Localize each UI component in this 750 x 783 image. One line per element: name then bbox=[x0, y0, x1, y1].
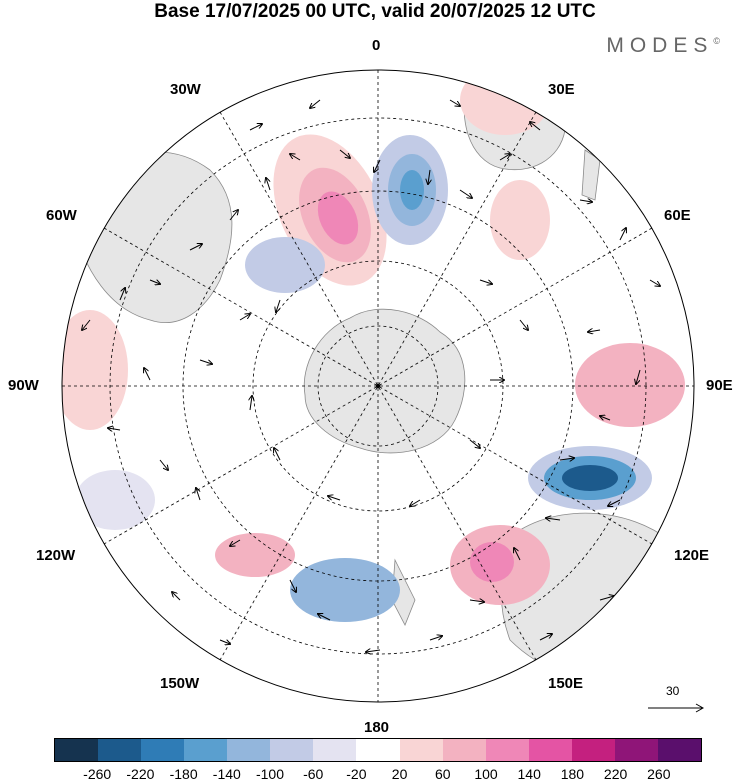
anomaly-positive bbox=[62, 310, 128, 430]
colorbar-swatch bbox=[614, 739, 658, 761]
brand-name: MODES bbox=[606, 34, 714, 57]
anomaly-negative bbox=[400, 170, 424, 210]
colorbar-swatch bbox=[571, 739, 615, 761]
anomaly-positive bbox=[317, 191, 359, 245]
colorbar-tick-label: -260 bbox=[83, 766, 112, 782]
colorbar-tick-label: 260 bbox=[647, 766, 671, 782]
colorbar-tick-label: 20 bbox=[391, 766, 408, 782]
label-120w: 120W bbox=[36, 547, 76, 564]
colorbar-tick-label: 180 bbox=[560, 766, 585, 782]
label-30w: 30W bbox=[170, 81, 201, 98]
wind-vectors bbox=[82, 99, 660, 652]
colorbar-tick-label: -60 bbox=[303, 766, 324, 782]
colorbar bbox=[54, 738, 702, 762]
reference-arrow-icon bbox=[648, 703, 705, 713]
colorbar-swatch bbox=[442, 739, 486, 761]
colorbar-swatch bbox=[184, 739, 228, 761]
colorbar-tick-label: 140 bbox=[517, 766, 541, 782]
colorbar-swatch bbox=[227, 739, 271, 761]
anomaly-shading bbox=[62, 70, 685, 622]
colorbar-swatch bbox=[528, 739, 572, 761]
colorbar-swatch bbox=[55, 739, 99, 761]
anomaly-negative bbox=[245, 237, 325, 293]
anomaly-negative bbox=[75, 470, 155, 530]
label-150w: 150W bbox=[160, 675, 200, 692]
colorbar-swatch bbox=[141, 739, 185, 761]
anomaly-positive bbox=[215, 533, 295, 577]
anomaly-positive bbox=[470, 542, 514, 582]
colorbar-swatch bbox=[313, 739, 357, 761]
colorbar-tick-label: 100 bbox=[474, 766, 498, 782]
colorbar-tick-label: -20 bbox=[346, 766, 367, 782]
colorbar-tick-label: -140 bbox=[212, 766, 241, 782]
chart-title: Base 17/07/2025 00 UTC, valid 20/07/2025… bbox=[154, 1, 596, 22]
colorbar-swatch bbox=[356, 739, 400, 761]
map-border bbox=[61, 69, 695, 703]
label-0: 0 bbox=[372, 37, 381, 54]
south-pole-dot bbox=[376, 384, 380, 388]
colorbar-swatch bbox=[270, 739, 314, 761]
colorbar-tick-label: -180 bbox=[169, 766, 198, 782]
anomaly-negative bbox=[290, 558, 400, 622]
colorbar-tick-label: 220 bbox=[603, 766, 628, 782]
colorbar-swatch bbox=[485, 739, 529, 761]
colorbar-swatch bbox=[98, 739, 142, 761]
label-120e: 120E bbox=[674, 547, 710, 564]
label-30e: 30E bbox=[548, 81, 575, 98]
brand-logo: MODES© bbox=[606, 34, 720, 58]
graticule bbox=[62, 70, 694, 702]
colorbar-ticks: -260 -220 -180 -140 -100 -60 -20 20 60 100 140 180 2… bbox=[0, 766, 750, 783]
brand-mark: © bbox=[713, 36, 720, 46]
colorbar-tick-label: -100 bbox=[255, 766, 285, 782]
label-180: 180 bbox=[364, 719, 390, 736]
reference-vector-value: 30 bbox=[666, 684, 680, 698]
label-60e: 60E bbox=[664, 207, 691, 224]
label-90e: 90E bbox=[706, 377, 733, 394]
label-90w: 90W bbox=[8, 377, 39, 394]
colorbar-tick-label: 60 bbox=[435, 766, 451, 782]
reference-vector: 30 bbox=[646, 684, 706, 714]
anomaly-positive bbox=[490, 180, 550, 260]
label-150e: 150E bbox=[548, 675, 584, 692]
colorbar-swatch bbox=[399, 739, 443, 761]
anomaly-positive bbox=[575, 343, 685, 427]
colorbar-swatch bbox=[657, 739, 701, 761]
land-antarctica bbox=[303, 308, 466, 454]
label-60w: 60W bbox=[46, 207, 77, 224]
colorbar-tick-label: -220 bbox=[126, 766, 155, 782]
anomaly-negative bbox=[562, 465, 618, 491]
anomaly-positive bbox=[460, 70, 550, 135]
